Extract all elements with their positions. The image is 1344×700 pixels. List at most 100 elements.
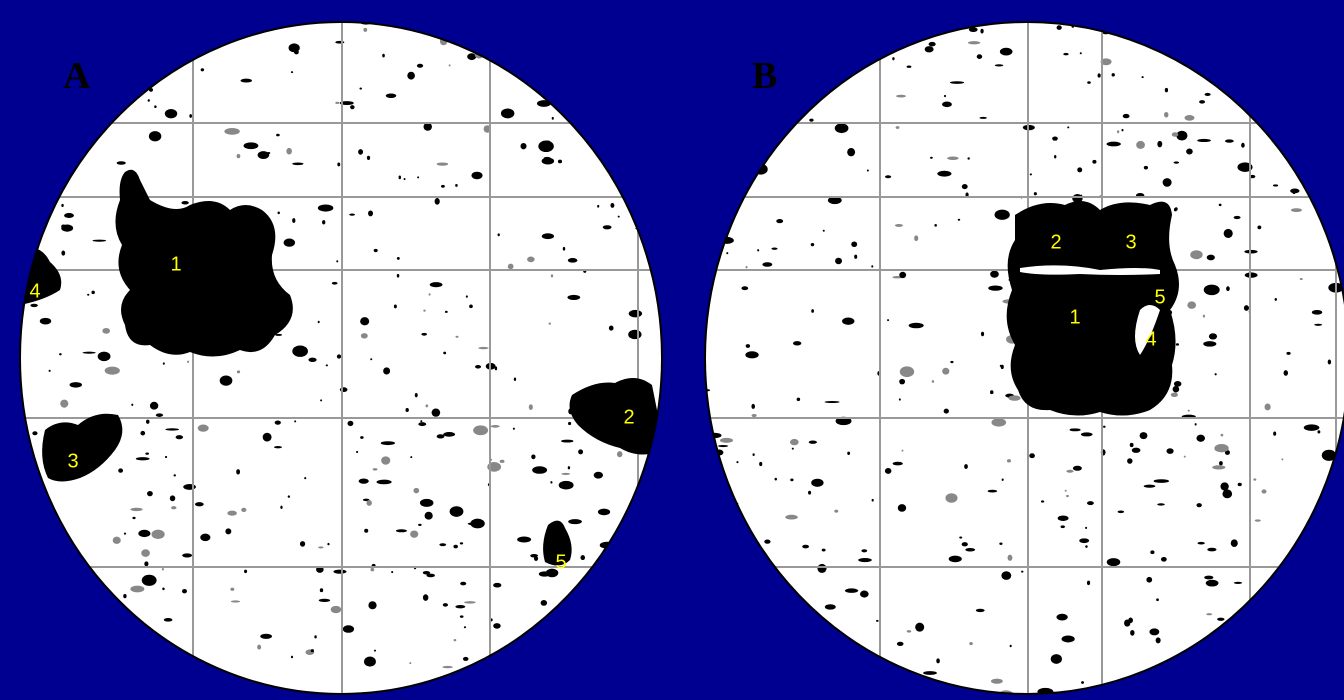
region-label: 5	[555, 551, 566, 573]
speck	[148, 99, 150, 102]
speck	[847, 148, 855, 156]
speck	[775, 478, 777, 481]
speck	[1058, 515, 1069, 521]
speck	[751, 404, 755, 409]
speck	[959, 537, 962, 539]
speck	[847, 452, 850, 455]
speck	[901, 450, 903, 452]
speck	[1290, 189, 1299, 194]
speck	[61, 204, 63, 207]
speck	[87, 294, 89, 296]
speck	[165, 428, 179, 430]
speck	[123, 594, 126, 598]
speck	[549, 323, 551, 325]
speck	[790, 439, 799, 445]
speck	[527, 256, 535, 262]
speck	[610, 203, 614, 208]
speck	[1262, 489, 1267, 493]
speck	[453, 545, 458, 549]
speck	[397, 274, 400, 278]
speck	[1291, 208, 1302, 212]
speck	[1205, 93, 1211, 96]
speck	[578, 449, 583, 454]
speck	[598, 509, 610, 516]
speck	[237, 370, 240, 373]
speck	[1087, 81, 1091, 84]
speck	[181, 201, 188, 205]
speck	[835, 258, 842, 264]
speck	[64, 213, 74, 218]
speck	[1127, 458, 1132, 464]
speck	[568, 466, 570, 469]
speck	[332, 282, 338, 285]
speck	[746, 344, 750, 348]
region-label: 2	[623, 406, 634, 428]
speck	[968, 41, 980, 44]
speck	[1000, 365, 1002, 367]
speck	[532, 466, 547, 474]
speck	[423, 594, 428, 601]
speck	[726, 252, 728, 254]
speck	[420, 420, 422, 422]
speck	[258, 151, 270, 159]
speck	[776, 219, 783, 223]
speck	[1073, 466, 1082, 471]
speck	[455, 336, 458, 338]
speck	[1220, 482, 1228, 490]
speck	[162, 568, 164, 571]
region-label: 2	[1050, 231, 1061, 253]
speck	[318, 204, 334, 211]
speck	[746, 266, 748, 269]
speck	[292, 345, 308, 356]
speck	[854, 255, 857, 259]
speck	[275, 420, 281, 424]
speck	[165, 456, 167, 458]
speck	[327, 543, 329, 545]
speck	[227, 511, 237, 516]
speck	[1204, 285, 1220, 296]
speck	[150, 402, 158, 410]
speck	[336, 260, 338, 262]
speck	[1328, 359, 1331, 364]
speck	[851, 241, 857, 247]
speck	[1241, 143, 1245, 148]
speck	[867, 170, 869, 172]
speck	[404, 178, 406, 180]
speck	[449, 64, 451, 66]
speck	[1156, 598, 1159, 601]
speck	[360, 436, 364, 439]
speck	[237, 154, 241, 158]
speck	[1224, 229, 1233, 238]
speck	[1008, 395, 1020, 400]
speck	[817, 564, 826, 573]
speck	[1054, 155, 1056, 158]
speck	[550, 481, 552, 483]
speck	[423, 571, 430, 574]
speck	[1057, 25, 1062, 30]
speck	[1052, 137, 1058, 141]
speck	[544, 157, 551, 160]
speck	[871, 265, 873, 267]
speck	[244, 142, 259, 149]
speck	[1206, 580, 1219, 587]
speck	[1062, 635, 1075, 642]
speck	[493, 623, 500, 629]
speck	[1150, 550, 1154, 554]
speck	[718, 445, 728, 447]
speck	[413, 488, 419, 494]
speck	[1217, 618, 1224, 621]
speck	[834, 510, 838, 513]
speck	[1174, 381, 1181, 387]
speck	[603, 225, 612, 229]
speck	[30, 304, 38, 307]
speck	[561, 440, 573, 443]
speck	[360, 317, 369, 325]
speck	[1184, 456, 1186, 458]
speck	[183, 484, 196, 490]
speck	[418, 422, 426, 426]
speck	[61, 225, 65, 229]
speck	[563, 247, 565, 251]
speck	[124, 532, 126, 534]
speck	[396, 529, 407, 532]
speck	[118, 468, 123, 472]
